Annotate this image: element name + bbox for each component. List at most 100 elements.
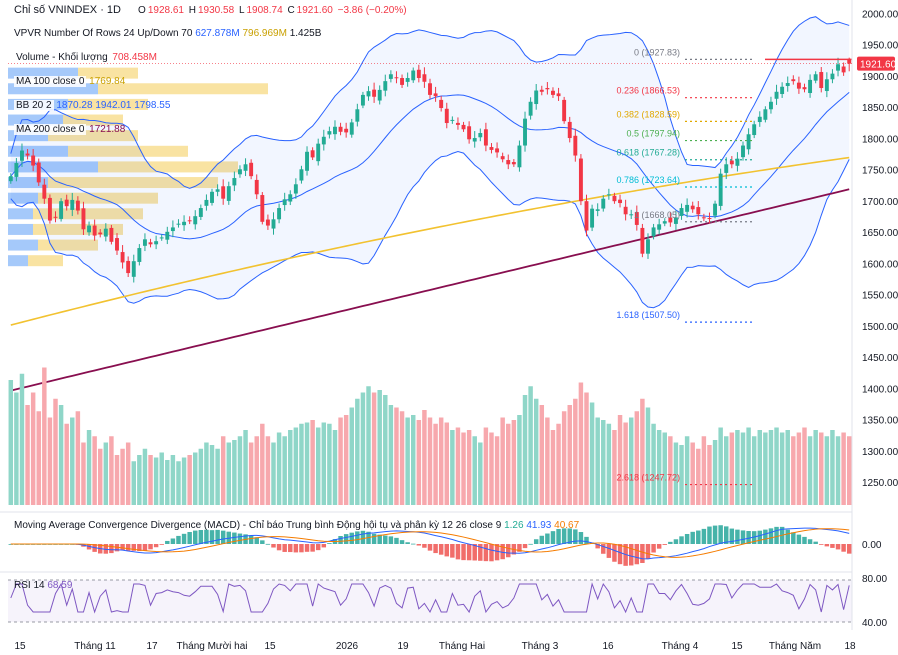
macd-hist-bar [288, 544, 293, 553]
candle-body [690, 205, 695, 210]
macd-legend[interactable]: Moving Average Convergence Divergence (M… [14, 520, 579, 531]
volume-bar [645, 407, 651, 505]
candle-body [796, 82, 801, 89]
macd-hist-bar [673, 539, 679, 544]
candle-body [651, 227, 656, 237]
candle-body [249, 162, 254, 177]
candle-body [25, 153, 30, 156]
macd-hist-bar [304, 544, 310, 552]
candle-body [75, 200, 80, 211]
macd-hist-bar [561, 528, 567, 544]
symbol-title[interactable]: Chỉ số VNINDEX · 1D [14, 4, 121, 16]
candle-body [64, 199, 69, 207]
macd-hist-bar [656, 544, 662, 549]
macd-hist-bar [489, 544, 494, 562]
macd-hist-bar [444, 544, 450, 557]
vpvr-up-bar [8, 161, 98, 173]
volume-bar [595, 417, 600, 505]
candle-body [428, 83, 432, 95]
macd-signal-value: 40.67 [554, 520, 580, 531]
macd-hist-bar [371, 533, 377, 544]
volume-bar [327, 423, 332, 505]
open-label: O [138, 5, 146, 16]
candle-body [271, 219, 276, 229]
macd-hist-bar [494, 544, 500, 561]
macd-hist-bar [690, 531, 695, 544]
volume-bar [265, 436, 271, 505]
volume-value: 708.458M [112, 52, 157, 63]
candle-body [310, 150, 315, 158]
candle-body [601, 198, 606, 209]
volume-bar [349, 407, 354, 505]
candle-body [662, 221, 667, 224]
ma200-legend[interactable]: MA 200 close 0 1721.88 [14, 124, 125, 135]
volume-bar [81, 442, 86, 505]
volume-bar [584, 392, 589, 505]
macd-hist-bar [193, 530, 198, 544]
volume-legend[interactable]: Volume - Khối lượng 708.458M [14, 52, 157, 63]
candlesticks [8, 57, 852, 283]
candle-body [673, 217, 678, 224]
volume-bar [343, 415, 349, 505]
macd-hist-bar [768, 528, 774, 544]
volume-bar [70, 417, 75, 505]
candle-body [551, 90, 555, 95]
candle-body [120, 252, 125, 263]
volume-bar [193, 452, 198, 505]
volume-bar [472, 436, 477, 505]
vpvr-down-bar [78, 67, 138, 79]
volume-bar [779, 432, 785, 505]
fibonacci-levels: 0 (1927.83) 0.236 (1866.53) 0.382 (1828.59… [616, 47, 852, 486]
volume-bar [232, 440, 237, 505]
volume-bar [824, 436, 830, 505]
fib-label: 2.618 (1247.72) [616, 473, 680, 483]
volume-bar [550, 430, 556, 505]
volume-bar [19, 373, 25, 505]
macd-hist-bar [606, 544, 612, 558]
volume-bar [735, 430, 740, 505]
ohlc-readout: O 1928.61 H 1930.58 L 1908.74 C 1921.60 −3.8… [138, 5, 409, 16]
candle-body [847, 58, 852, 64]
candle-body [439, 99, 444, 109]
ma100-legend[interactable]: MA 100 close 0 1769.84 [14, 76, 125, 87]
volume-bar [712, 440, 718, 505]
volume-bar [466, 430, 472, 505]
candle-body [724, 164, 729, 173]
volume-bars [8, 367, 852, 505]
volume-bar [489, 432, 494, 505]
macd-hist-bar [662, 544, 667, 545]
volume-bar [64, 423, 69, 505]
macd-hist-bar [461, 544, 466, 561]
candle-body [595, 209, 600, 211]
candle-body [567, 121, 572, 139]
high-label: H [188, 5, 196, 16]
bb-legend[interactable]: BB 20 2 1870.28 1942.01 1798.55 [14, 100, 170, 111]
volume-bar [416, 420, 422, 505]
rsi-legend[interactable]: RSI 14 68.59 [14, 580, 72, 591]
macd-hist-bar [634, 544, 640, 565]
volume-bar [522, 395, 528, 505]
candle-body [338, 126, 343, 132]
volume-bar [679, 445, 684, 505]
macd-hist-bar [153, 544, 159, 548]
candle-body [142, 239, 147, 246]
fib-label: 0 (1927.83) [634, 47, 680, 57]
macd-hist-bar [343, 534, 349, 544]
macd-hist-bar [198, 530, 204, 544]
volume-bar [567, 405, 572, 505]
macd-hist-bar [125, 544, 131, 551]
candle-body [243, 164, 248, 171]
macd-hist-bar [399, 540, 405, 544]
volume-bar [137, 455, 142, 505]
macd-hist-bar [684, 533, 690, 544]
vpvr-up-bar [8, 114, 63, 126]
close-value: 1921.60 [296, 5, 333, 16]
volume-bar [315, 427, 321, 505]
volume-bar [662, 432, 667, 505]
candle-body [461, 124, 466, 130]
macd-hist-bar [260, 540, 265, 544]
candle-body [618, 199, 622, 204]
vpvr-legend[interactable]: VPVR Number Of Rows 24 Up/Down 70 627.87… [14, 28, 321, 39]
macd-hist-bar [388, 536, 394, 544]
